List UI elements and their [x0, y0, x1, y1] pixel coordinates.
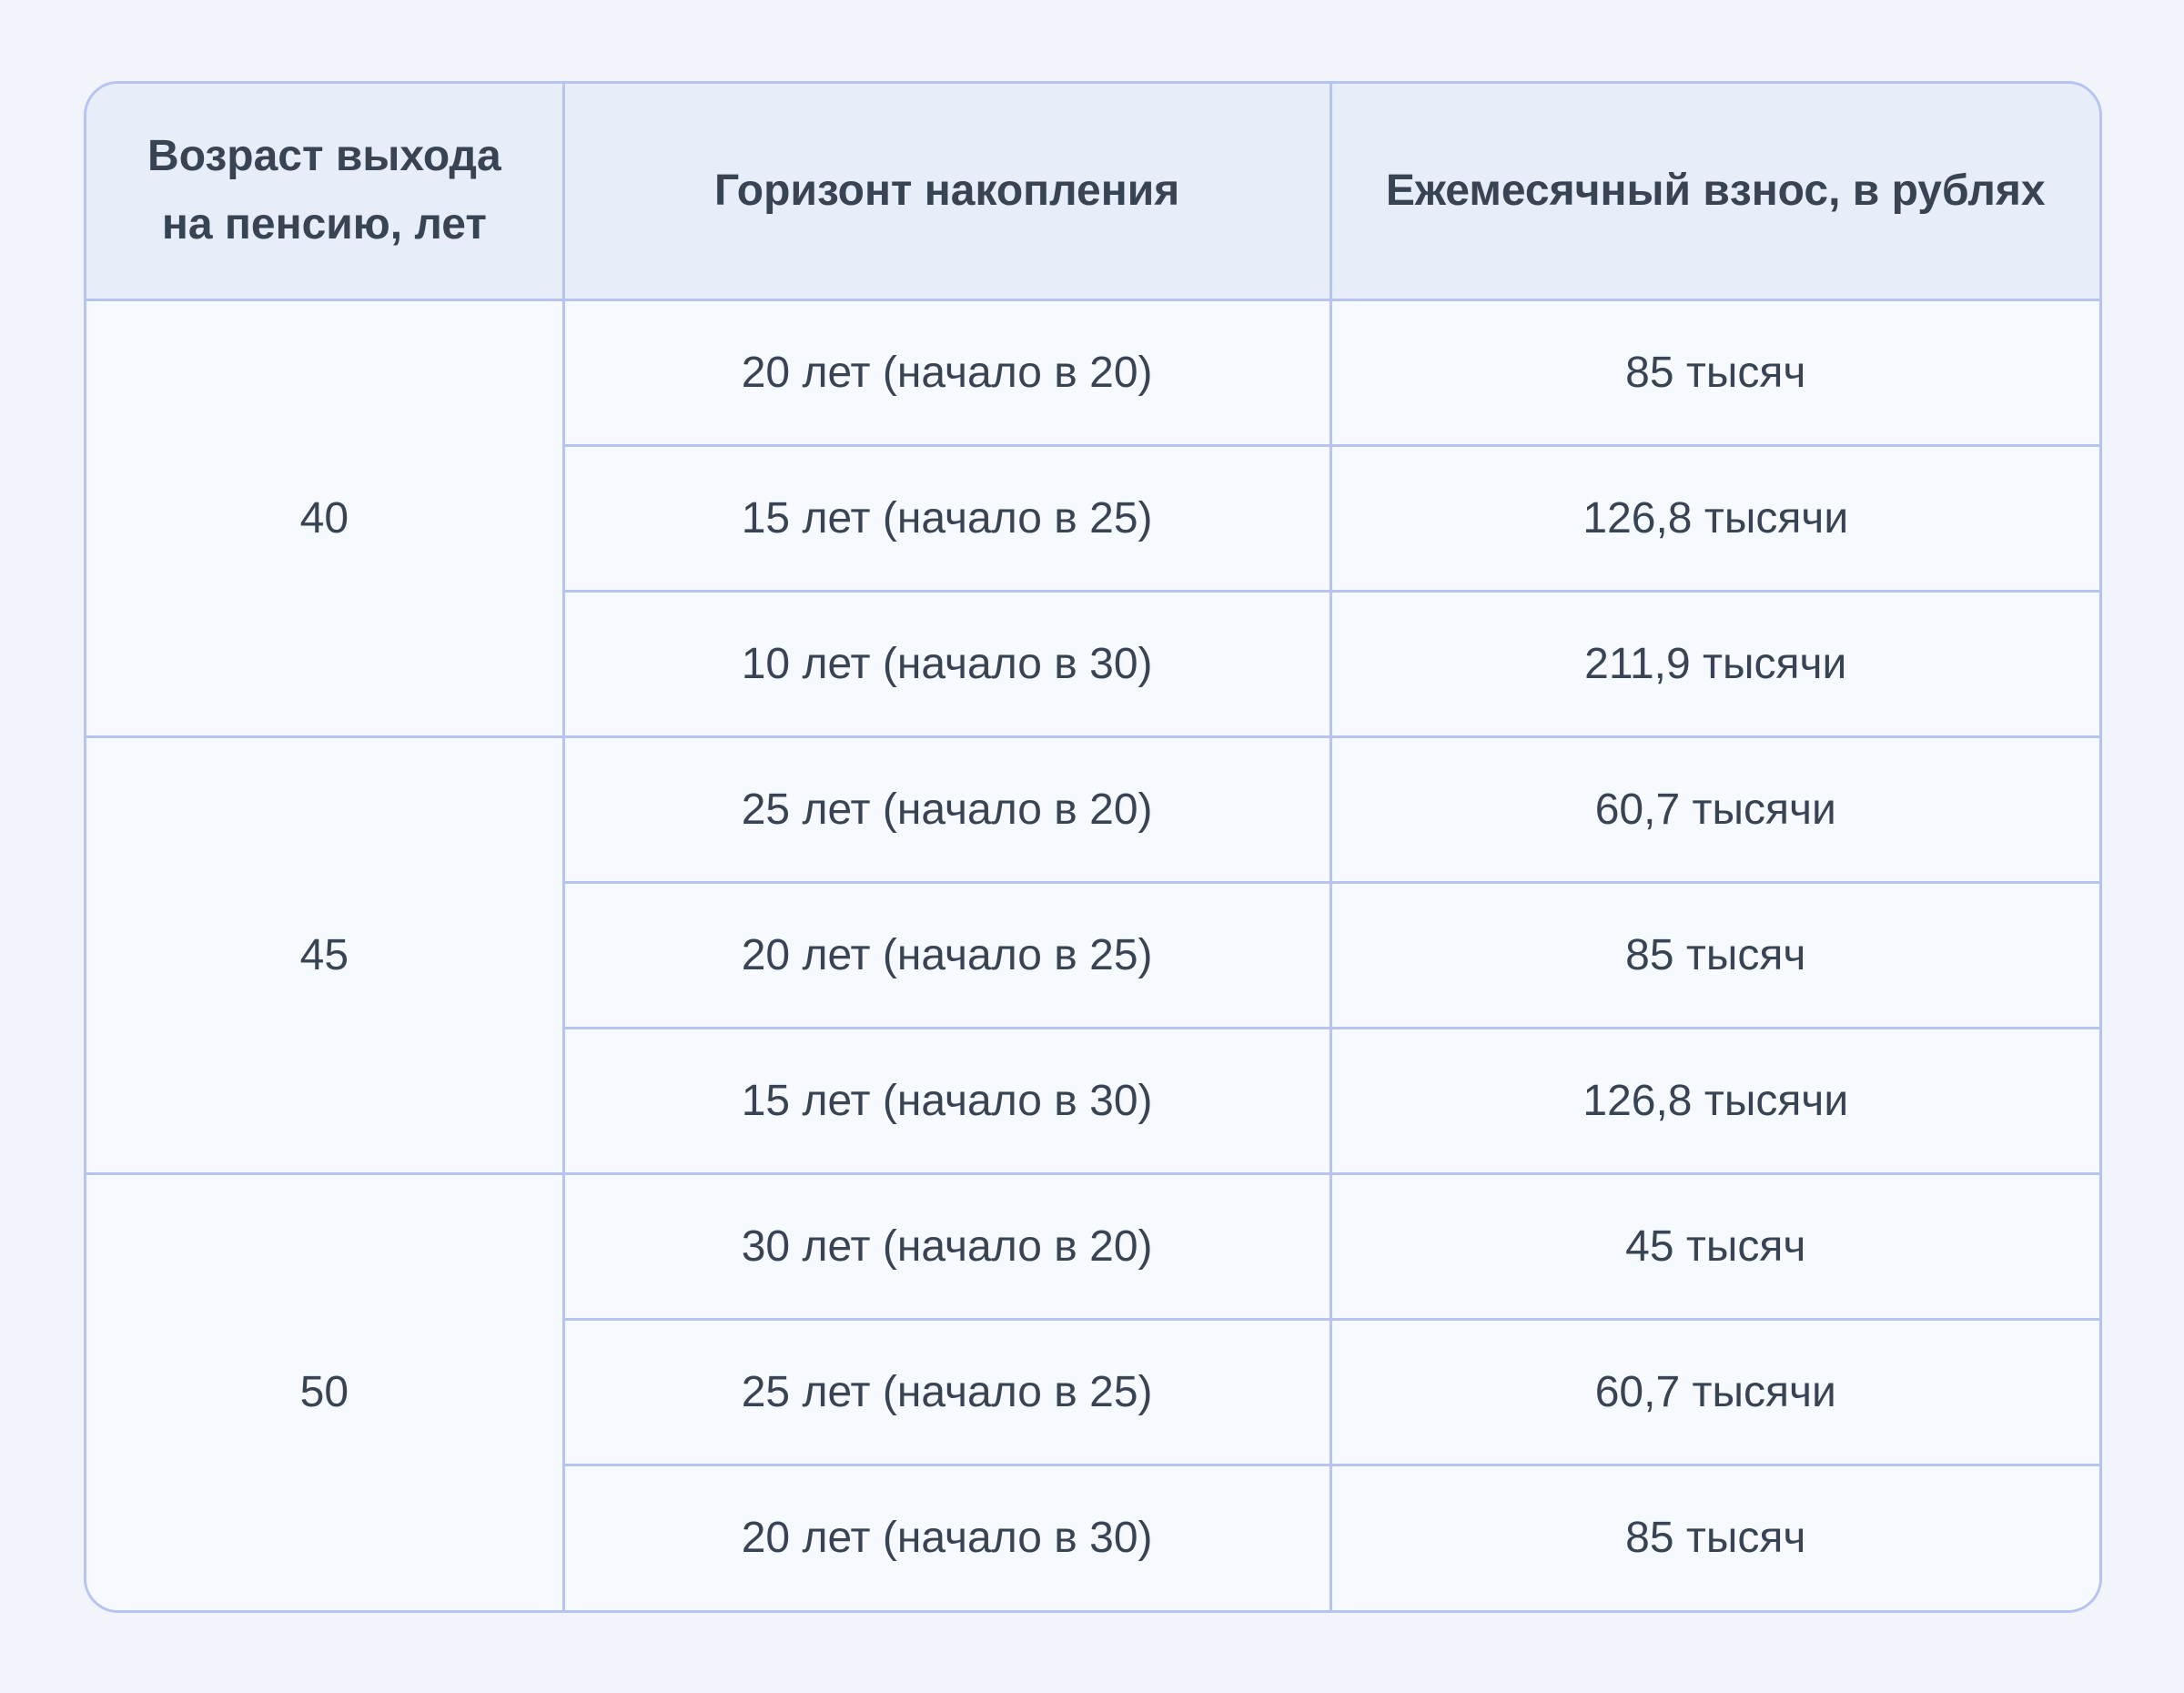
table-row: 20 лет (начало в 25) 85 тысяч [86, 880, 2099, 1028]
horizon-cell: 25 лет (начало в 20) [561, 735, 1330, 882]
pension-contribution-table: Возраст выхода на пенсию, лет Горизонт н… [86, 84, 2099, 1610]
horizon-cell: 30 лет (начало в 20) [561, 1171, 1330, 1319]
table-body: 40 20 лет (начало в 20) 85 тысяч 15 лет … [86, 298, 2099, 1610]
table-row: 20 лет (начало в 30) 85 тысяч [86, 1463, 2099, 1610]
horizon-cell: 20 лет (начало в 30) [561, 1463, 1330, 1610]
table-row: 15 лет (начало в 25) 126,8 тысячи [86, 443, 2099, 591]
table-row: 40 20 лет (начало в 20) 85 тысяч [86, 298, 2099, 736]
header-row: Возраст выхода на пенсию, лет Горизонт н… [86, 84, 2099, 301]
payment-cell: 60,7 тысячи [1329, 735, 2099, 882]
table-header: Возраст выхода на пенсию, лет Горизонт н… [86, 84, 2099, 301]
payment-cell: 85 тысяч [1329, 1463, 2099, 1610]
age-cell-45: 45 [86, 735, 564, 1173]
col-header-payment: Ежемесячный взнос, в рублях [1329, 84, 2099, 301]
pension-table-card: Возраст выхода на пенсию, лет Горизонт н… [84, 81, 2102, 1613]
table-row: 25 лет (начало в 25) 60,7 тысячи [86, 1317, 2099, 1465]
payment-cell: 211,9 тысячи [1329, 589, 2099, 736]
payment-cell: 126,8 тысячи [1329, 1026, 2099, 1173]
col-header-retirement-age: Возраст выхода на пенсию, лет [86, 84, 564, 301]
horizon-cell: 10 лет (начало в 30) [561, 589, 1330, 736]
age-cell-50: 50 [86, 1171, 564, 1610]
col-header-retirement-age-label: Возраст выхода на пенсию, лет [147, 132, 501, 248]
horizon-cell: 25 лет (начало в 25) [561, 1317, 1330, 1465]
table-row: 10 лет (начало в 30) 211,9 тысячи [86, 589, 2099, 736]
horizon-cell: 15 лет (начало в 25) [561, 443, 1330, 591]
payment-cell: 85 тысяч [1329, 298, 2099, 445]
horizon-cell: 15 лет (начало в 30) [561, 1026, 1330, 1173]
table-row: 50 30 лет (начало в 20) 45 тысяч [86, 1171, 2099, 1610]
payment-cell: 126,8 тысячи [1329, 443, 2099, 591]
age-cell-40: 40 [86, 298, 564, 736]
payment-cell: 45 тысяч [1329, 1171, 2099, 1319]
horizon-cell: 20 лет (начало в 20) [561, 298, 1330, 445]
payment-cell: 60,7 тысячи [1329, 1317, 2099, 1465]
table-row: 15 лет (начало в 30) 126,8 тысячи [86, 1026, 2099, 1173]
horizon-cell: 20 лет (начало в 25) [561, 880, 1330, 1028]
col-header-horizon: Горизонт накопления [561, 84, 1330, 301]
payment-cell: 85 тысяч [1329, 880, 2099, 1028]
table-row: 45 25 лет (начало в 20) 60,7 тысячи [86, 735, 2099, 1173]
